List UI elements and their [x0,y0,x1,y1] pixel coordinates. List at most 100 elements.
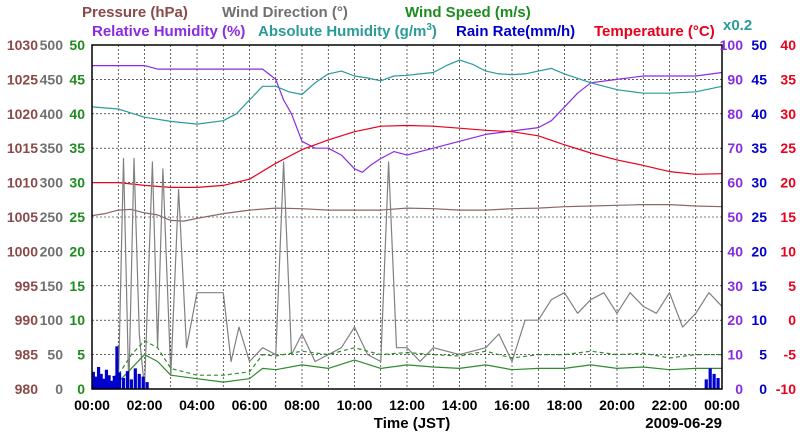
legend-abs-humidity-sup: 3 [426,22,432,33]
x-tick-label: 04:00 [179,397,215,413]
y-tick-wind-direction: 300 [40,175,64,191]
y-tick-relative-humidity: 20 [727,312,743,328]
y-tick-wind-speed: 15 [69,278,85,294]
y-tick-pressure: 1000 [7,243,38,259]
rain-bar [115,346,119,389]
legend-abs-humidity-label: Absolute Humidity (g/m [258,23,426,40]
y-tick-relative-humidity: 50 [727,209,743,225]
y-tick-relative-humidity: 80 [727,106,743,122]
y-tick-pressure: 1030 [7,37,38,53]
rain-bar [104,369,109,389]
y-tick-pressure: 1020 [7,106,38,122]
y-tick-rain-rate: 30 [751,175,767,191]
legend-absolute-humidity: Absolute Humidity (g/m3) [258,22,437,40]
y-tick-temperature: 10 [780,243,796,259]
y-tick-pressure: 1010 [7,175,38,191]
y-tick-relative-humidity: 30 [727,278,743,294]
rain-bar [91,371,95,389]
rain-bar [704,379,708,389]
y-tick-pressure: 995 [15,278,39,294]
plot-area [91,59,723,390]
legend-temperature: Temperature (°C) [594,23,715,40]
legend-wind-direction: Wind Direction (°) [222,4,348,21]
y-tick-wind-direction: 150 [40,278,64,294]
series-wind-direction [92,157,723,390]
y-tick-temperature: 25 [780,140,796,156]
y-tick-wind-direction: 250 [40,209,64,225]
y-tick-temperature: 15 [780,209,796,225]
y-tick-wind-speed: 10 [69,312,85,328]
y-tick-rain-rate: 45 [751,71,767,87]
y-tick-wind-speed: 30 [69,175,85,191]
y-tick-wind-direction: 200 [40,243,64,259]
y-tick-rain-rate: 0 [759,381,767,397]
legend-relative-humidity: Relative Humidity (%) [92,23,245,40]
y-tick-wind-direction: 0 [55,381,63,397]
y-tick-relative-humidity: 100 [720,37,744,53]
rain-bar [121,377,126,389]
rain-bar [712,373,716,389]
y-tick-wind-speed: 40 [69,106,85,122]
y-tick-pressure: 990 [15,312,39,328]
x-tick-label: 20:00 [599,397,635,413]
plot-frame [91,44,723,390]
rain-bar [102,378,106,389]
rain-bar [117,372,122,389]
y-tick-relative-humidity: 90 [727,71,743,87]
y-tick-wind-direction: 500 [40,37,64,53]
y-tick-relative-humidity: 70 [727,140,743,156]
x-tick-label: 12:00 [389,397,425,413]
series-temperature-c [92,124,723,188]
y-tick-pressure: 985 [15,347,39,363]
y-tick-wind-speed: 20 [69,243,85,259]
x-tick-label: 18:00 [547,397,583,413]
series-absolute-humidity-g-m3 [91,59,723,125]
y-tick-pressure: 1025 [7,71,38,87]
rain-bar [129,379,133,389]
rain-bar [94,376,98,389]
rain-bar [125,371,130,389]
rain-bar [110,380,114,389]
y-tick-wind-direction: 50 [47,347,63,363]
y-tick-wind-speed: 45 [69,71,85,87]
legend-abs-humidity-end: ) [432,23,437,40]
x-tick-label: 14:00 [442,397,478,413]
x-tick-label: 22:00 [652,397,688,413]
y-tick-temperature: 30 [780,106,796,122]
y-tick-wind-direction: 450 [40,71,64,87]
y-tick-wind-speed: 0 [77,381,85,397]
y-tick-wind-speed: 5 [77,347,85,363]
grid [92,45,722,389]
rain-bar [141,376,145,389]
series-wind-speed-m-s [91,354,722,387]
series-pressure-hpa [91,204,723,222]
x-tick-label: 16:00 [494,397,530,413]
date-label: 2009-06-29 [645,415,722,432]
series-wind-speed-gust-m-s [91,340,722,383]
axis-ticks: 00:00 02:00 04:00 06:00 08:00 10:00 12:00 14:00… [7,37,796,413]
legend-pressure: Pressure (hPa) [82,4,188,21]
y-tick-temperature: -5 [784,347,797,363]
y-tick-rain-rate: 35 [751,140,767,156]
y-tick-wind-speed: 25 [69,209,85,225]
y-tick-pressure: 980 [15,381,39,397]
y-tick-wind-direction: 350 [40,140,64,156]
y-tick-temperature: -10 [776,381,796,397]
y-tick-rain-rate: 25 [751,209,767,225]
y-tick-rain-rate: 50 [751,37,767,53]
legend-wind-speed: Wind Speed (m/s) [405,4,531,21]
y-tick-temperature: 0 [788,312,796,328]
rain-bar [99,373,103,389]
rain-bar [145,382,149,389]
rain-bar [107,375,111,389]
y-tick-temperature: 20 [780,175,796,191]
legend-rain-rate: Rain Rate(mm/h) [456,23,575,40]
x-tick-label: 10:00 [337,397,373,413]
y-tick-pressure: 1005 [7,209,38,225]
y-tick-temperature: 40 [780,37,796,53]
x-axis-label: Time (JST) [374,415,450,432]
y-tick-relative-humidity: 10 [727,347,743,363]
y-tick-rain-rate: 20 [751,243,767,259]
rain-bar [716,377,720,389]
y-tick-relative-humidity: 60 [727,175,743,191]
